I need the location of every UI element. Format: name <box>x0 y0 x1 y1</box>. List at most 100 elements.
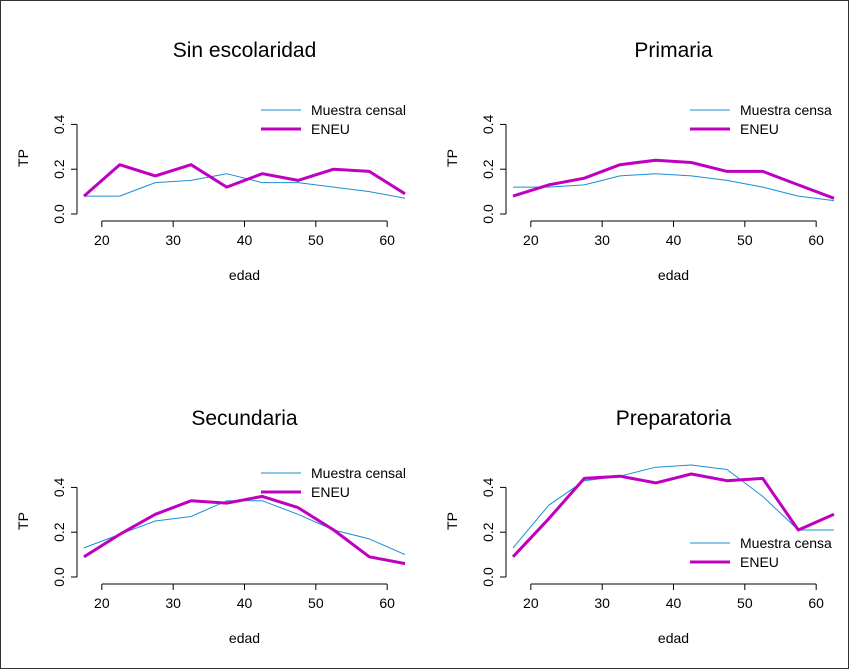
data-point <box>368 537 371 540</box>
chart-panel-3: Secundaria 20 30 40 50 60 edad 0.0 0.2 0.4 TP Muest… <box>15 407 407 646</box>
data-point <box>547 183 550 186</box>
data-point <box>404 197 407 200</box>
data-point <box>332 528 335 531</box>
series-line-muestra-censal <box>84 173 406 199</box>
data-point <box>690 464 693 467</box>
data-point <box>619 475 622 478</box>
x-tick-label: 50 <box>737 232 753 248</box>
data-point <box>583 177 586 180</box>
x-tick-label: 60 <box>379 232 395 248</box>
y-tick-label: 0.0 <box>480 567 496 587</box>
x-tick-label: 60 <box>808 595 824 611</box>
data-point <box>225 502 228 505</box>
x-tick-label: 40 <box>237 595 253 611</box>
y-tick-label: 0.0 <box>480 204 496 224</box>
data-point <box>261 172 264 175</box>
data-point <box>726 479 729 482</box>
data-point <box>261 499 264 502</box>
data-point <box>761 477 764 480</box>
x-tick-label: 30 <box>165 232 181 248</box>
data-point <box>404 192 407 195</box>
data-point <box>154 520 157 523</box>
y-tick-label: 0.0 <box>51 567 67 587</box>
data-point <box>83 546 86 549</box>
data-point <box>118 195 121 198</box>
data-point <box>654 159 657 162</box>
data-point <box>797 195 800 198</box>
x-tick-label: 20 <box>94 232 110 248</box>
data-point <box>833 513 836 516</box>
legend-label: ENEU <box>740 554 779 570</box>
data-point <box>833 528 836 531</box>
x-axis-label: edad <box>229 267 260 283</box>
x-tick-label: 50 <box>308 595 324 611</box>
y-tick-label: 0.4 <box>51 114 67 134</box>
data-point <box>154 181 157 184</box>
series-line-eneu <box>512 158 835 200</box>
data-point <box>190 515 193 518</box>
chart-title: Secundaria <box>191 407 298 430</box>
data-point <box>225 186 228 189</box>
y-tick-label: 0.2 <box>51 522 67 542</box>
data-point <box>332 186 335 189</box>
data-point <box>297 513 300 516</box>
x-tick-label: 30 <box>165 595 181 611</box>
series-line-muestra-censal <box>513 173 835 202</box>
data-point <box>190 163 193 166</box>
data-point <box>368 190 371 193</box>
legend-label: Muestra censal <box>311 465 406 481</box>
series-line-eneu <box>83 494 406 566</box>
x-tick-label: 20 <box>94 595 110 611</box>
data-point <box>797 528 800 531</box>
y-tick-label: 0.0 <box>51 204 67 224</box>
x-tick-label: 40 <box>666 232 682 248</box>
y-axis-label: TP <box>15 512 31 530</box>
data-point <box>512 546 515 549</box>
x-tick-label: 50 <box>308 232 324 248</box>
data-point <box>404 562 407 565</box>
series-line-eneu <box>83 163 406 198</box>
data-point <box>654 481 657 484</box>
data-point <box>154 174 157 177</box>
x-tick-label: 40 <box>237 232 253 248</box>
x-tick-label: 20 <box>523 232 539 248</box>
data-point <box>654 172 657 175</box>
data-point <box>726 468 729 471</box>
x-axis-label: edad <box>229 630 260 646</box>
data-point <box>761 186 764 189</box>
legend-label: Muestra censal <box>311 102 406 118</box>
data-point <box>547 517 550 520</box>
x-axis-label: edad <box>658 267 689 283</box>
data-point <box>690 472 693 475</box>
y-tick-label: 0.4 <box>480 477 496 497</box>
data-point <box>83 195 86 198</box>
data-point <box>690 161 693 164</box>
chart-title: Sin escolaridad <box>173 39 317 62</box>
data-point <box>512 195 515 198</box>
x-axis-label: edad <box>658 630 689 646</box>
data-point <box>118 163 121 166</box>
data-point <box>547 504 550 507</box>
y-axis-label: TP <box>15 149 31 167</box>
data-point <box>368 555 371 558</box>
x-tick-label: 30 <box>594 232 610 248</box>
y-axis-label: TP <box>444 512 460 530</box>
chart-panel-2: Primaria 20 30 40 50 60 edad 0.0 0.2 0.4 TP Muestra… <box>444 39 835 283</box>
legend-label: Muestra censa <box>740 535 832 551</box>
x-tick-label: 60 <box>808 232 824 248</box>
y-tick-label: 0.2 <box>480 522 496 542</box>
series-line-muestra-censal <box>512 464 834 549</box>
x-tick-label: 60 <box>379 595 395 611</box>
data-point <box>690 174 693 177</box>
data-point <box>654 466 657 469</box>
data-point <box>726 170 729 173</box>
data-point <box>154 513 157 516</box>
data-point <box>261 495 264 498</box>
x-tick-label: 30 <box>594 595 610 611</box>
x-tick-label: 20 <box>523 595 539 611</box>
data-point <box>225 172 228 175</box>
data-point <box>797 183 800 186</box>
chart-title: Preparatoria <box>616 407 732 430</box>
chart-title: Primaria <box>634 39 712 62</box>
